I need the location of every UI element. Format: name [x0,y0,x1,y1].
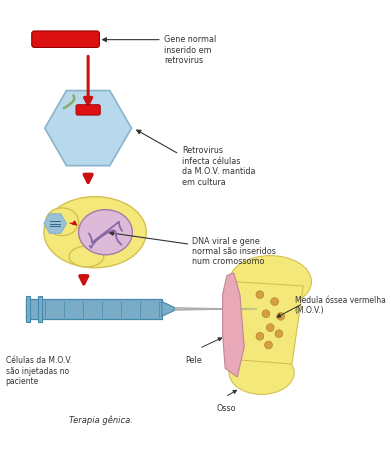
Ellipse shape [79,210,133,255]
Ellipse shape [229,351,294,395]
Text: DNA viral e gene
normal são inseridos
num cromossomo: DNA viral e gene normal são inseridos nu… [192,236,276,266]
Circle shape [256,291,264,299]
FancyBboxPatch shape [32,32,99,48]
Polygon shape [174,308,257,311]
Polygon shape [45,92,131,166]
Bar [26,296,30,322]
Polygon shape [44,214,66,234]
Bar [26,299,162,319]
Polygon shape [234,282,303,364]
Text: Retrovirus
infecta células
da M.O.V. mantida
em cultura: Retrovirus infecta células da M.O.V. man… [182,146,255,186]
Ellipse shape [69,247,104,267]
Ellipse shape [46,208,79,236]
Text: Pele: Pele [185,355,202,364]
Circle shape [256,333,264,341]
Polygon shape [162,302,174,317]
Circle shape [265,341,273,349]
Polygon shape [222,273,244,377]
Circle shape [271,298,278,306]
Circle shape [277,313,285,321]
Text: Células da M.O.V.
são injetadas no
paciente: Células da M.O.V. são injetadas no pacie… [6,355,72,385]
Circle shape [262,310,270,318]
Circle shape [275,330,283,338]
FancyBboxPatch shape [76,106,100,116]
Ellipse shape [229,256,312,308]
Text: Medula óssea vermelha
(M.O.V.): Medula óssea vermelha (M.O.V.) [294,295,386,314]
Bar [38,296,42,322]
Circle shape [266,324,274,332]
Ellipse shape [44,197,146,268]
Text: Terapia gênica.: Terapia gênica. [69,414,133,424]
Text: Gene normal
inserido em
retrovirus: Gene normal inserido em retrovirus [165,35,217,65]
Text: Osso: Osso [217,403,236,412]
